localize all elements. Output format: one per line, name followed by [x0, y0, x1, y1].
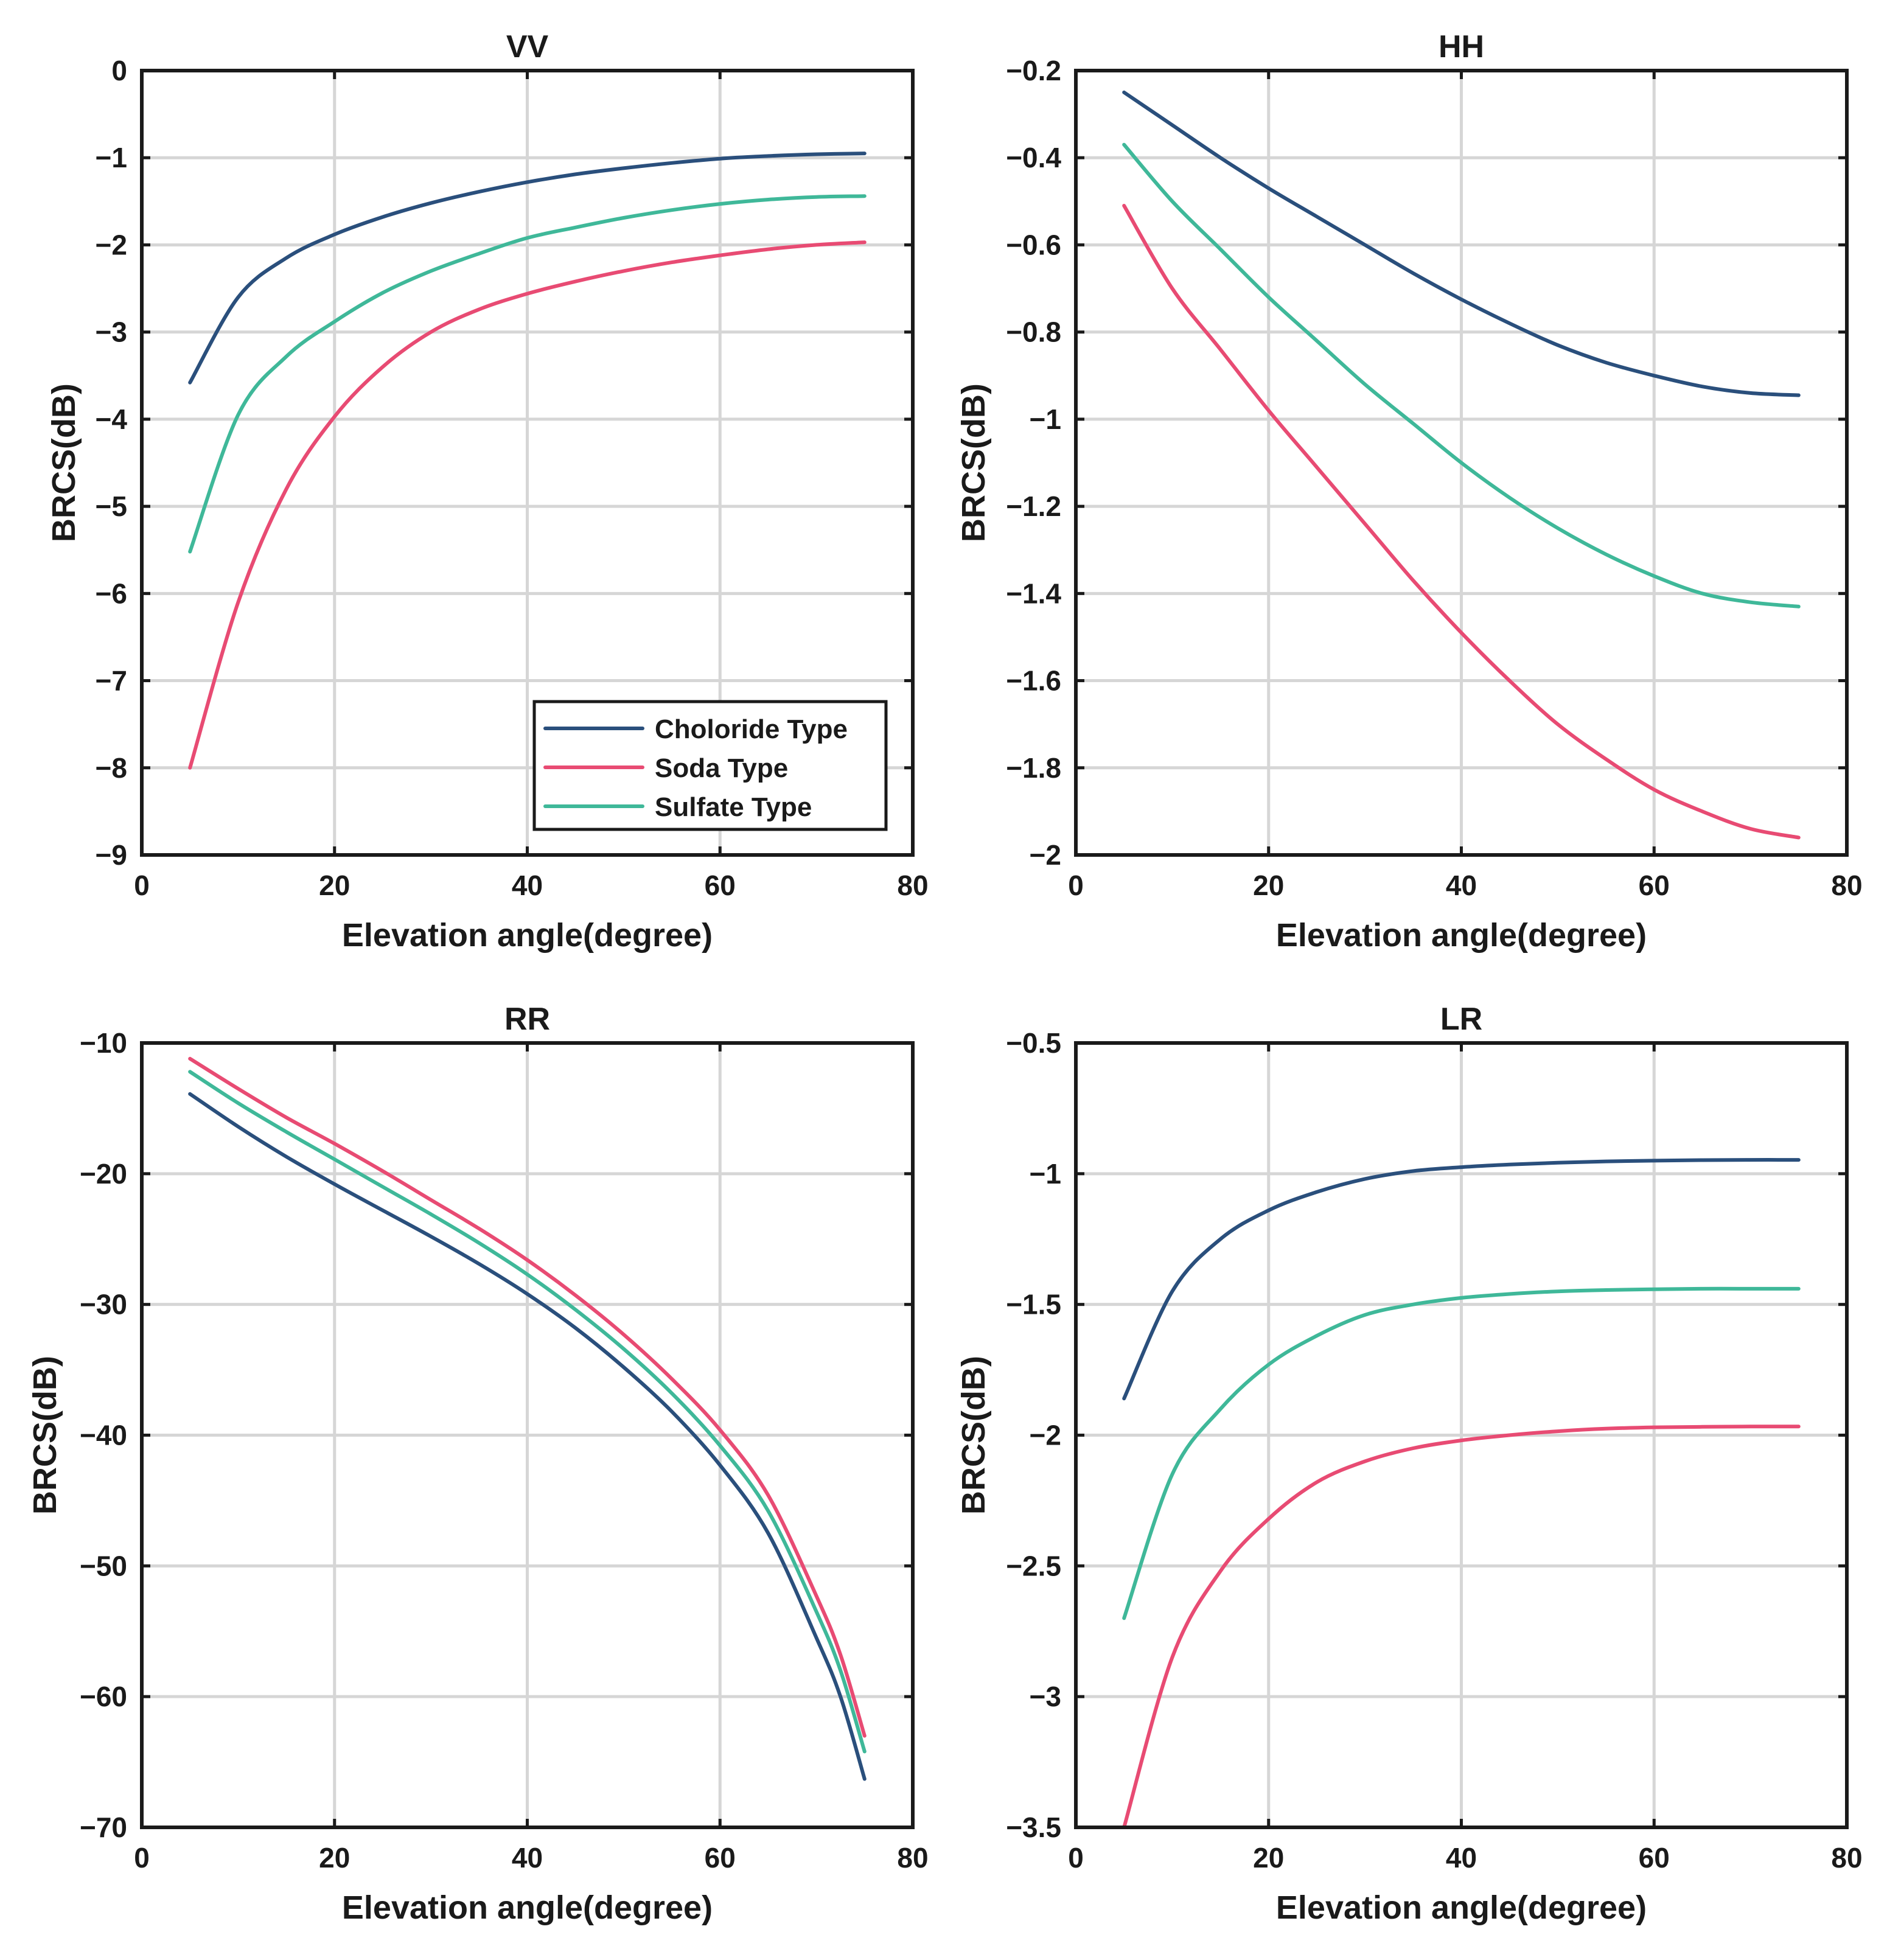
vv-xtick-label: 80: [897, 870, 928, 901]
panel-lr: 0 20 40 60 80 −0.5 −1 −1.5 −2 −2.5 −3 −3.5 LR Elevati…: [955, 1002, 1863, 1926]
rr-xtick-label: 40: [512, 1842, 543, 1874]
rr-xtick-label: 60: [705, 1842, 736, 1874]
hh-xtick-label: 60: [1639, 870, 1670, 901]
vv-series-soda: [188, 240, 867, 770]
legend-label-soda: Soda Type: [655, 753, 788, 783]
hh-ytick-label: −1.2: [1006, 490, 1061, 522]
lr-series-sulfate: [1122, 1286, 1801, 1620]
lr-xtick-label: 40: [1446, 1842, 1477, 1874]
hh-ytick-label: −0.4: [1006, 142, 1061, 173]
hh-xtick-label: 40: [1446, 870, 1477, 901]
vv-ytick-label: −3: [96, 316, 127, 348]
rr-ytick-label: −30: [80, 1289, 127, 1320]
rr-series-soda: [188, 1056, 867, 1738]
vv-ytick-label: −4: [96, 403, 128, 435]
lr-ytick-label: −1.5: [1006, 1289, 1061, 1320]
rr-xtick-label: 80: [897, 1842, 928, 1874]
hh-xtick-label: 20: [1253, 870, 1284, 901]
hh-ytick-label: −1: [1030, 403, 1061, 435]
hh-ytick-label: −0.6: [1006, 229, 1061, 260]
vv-xtick-label: 60: [705, 870, 736, 901]
rr-ylabel: BRCS(dB): [27, 1356, 63, 1515]
hh-xtick-label: 0: [1068, 870, 1084, 901]
hh-ytick-label: −1.6: [1006, 665, 1061, 697]
lr-xtick-label: 60: [1639, 1842, 1670, 1874]
lr-ytick-label: −2: [1030, 1420, 1061, 1451]
vv-ytick-label: −5: [96, 490, 127, 522]
lr-xlabel: Elevation angle(degree): [1276, 1889, 1647, 1926]
hh-xtick-label: 80: [1831, 870, 1862, 901]
vv-title: VV: [506, 29, 549, 65]
vv-ytick-label: −6: [96, 577, 127, 609]
rr-xtick-label: 20: [319, 1842, 350, 1874]
lr-ytick-label: −3: [1030, 1681, 1061, 1712]
vv-ylabel: BRCS(dB): [46, 383, 82, 542]
vv-ytick-label: −9: [96, 839, 127, 871]
rr-ytick-label: −60: [80, 1681, 127, 1712]
hh-ytick-label: −1.4: [1006, 577, 1061, 609]
vv-ytick-label: 0: [111, 55, 127, 86]
rr-ytick-label: −70: [80, 1812, 127, 1843]
vv-xtick-label: 20: [319, 870, 350, 901]
hh-ytick-label: −0.8: [1006, 316, 1061, 348]
vv-xtick-label: 0: [134, 870, 150, 901]
lr-xtick-label: 0: [1068, 1842, 1084, 1874]
lr-ylabel: BRCS(dB): [955, 1356, 992, 1515]
vv-xlabel: Elevation angle(degree): [342, 917, 713, 954]
lr-ytick-label: −3.5: [1006, 1812, 1061, 1843]
lr-xtick-label: 20: [1253, 1842, 1284, 1874]
legend: Choloride Type Soda Type Sulfate Type: [532, 700, 888, 831]
rr-series-choloride: [188, 1092, 867, 1781]
hh-ytick-label: −1.8: [1006, 752, 1061, 784]
hh-series-sulfate: [1122, 142, 1801, 609]
vv-xtick-label: 40: [512, 870, 543, 901]
rr-ytick-label: −50: [80, 1550, 127, 1582]
panel-vv: 0 20 40 60 80 0 −1 −2 −3 −4 −5 −6 −7 −8 −9 VV Elevation …: [46, 29, 929, 954]
rr-ytick-label: −10: [80, 1027, 127, 1059]
lr-xtick-label: 80: [1831, 1842, 1862, 1874]
legend-label-sulfate: Sulfate Type: [655, 792, 812, 822]
rr-series-sulfate: [188, 1070, 867, 1754]
lr-series-choloride: [1122, 1158, 1801, 1401]
hh-xlabel: Elevation angle(degree): [1276, 917, 1647, 954]
vv-ytick-label: −8: [96, 752, 127, 784]
lr-series-soda: [1122, 1425, 1801, 1829]
vv-series-choloride: [188, 152, 867, 385]
panel-rr: 0 20 40 60 80 −10 −20 −30 −40 −50 −60 −70 RR Elevatio…: [27, 1002, 929, 1926]
rr-title: RR: [504, 1002, 550, 1037]
hh-series-choloride: [1122, 90, 1801, 397]
panel-hh: 0 20 40 60 80 −0.2 −0.4 −0.6 −0.8 −1 −1.2 −1.4 −1.6 −…: [955, 29, 1863, 954]
hh-title: HH: [1439, 29, 1484, 65]
rr-ytick-label: −20: [80, 1158, 127, 1190]
lr-ytick-label: −1: [1030, 1158, 1061, 1190]
lr-ytick-label: −2.5: [1006, 1550, 1061, 1582]
vv-ytick-label: −2: [96, 229, 127, 260]
lr-ytick-label: −0.5: [1006, 1027, 1061, 1059]
vv-ytick-label: −1: [96, 142, 127, 173]
rr-ytick-label: −40: [80, 1420, 127, 1451]
rr-xlabel: Elevation angle(degree): [342, 1889, 713, 1926]
hh-series-soda: [1122, 204, 1801, 840]
vv-ytick-label: −7: [96, 665, 127, 697]
rr-xtick-label: 0: [134, 1842, 150, 1874]
hh-ylabel: BRCS(dB): [955, 383, 992, 542]
legend-label-choloride: Choloride Type: [655, 714, 848, 744]
vv-series-sulfate: [188, 194, 867, 554]
hh-ytick-label: −0.2: [1006, 55, 1061, 86]
hh-ytick-label: −2: [1030, 839, 1061, 871]
lr-title: LR: [1440, 1002, 1482, 1037]
